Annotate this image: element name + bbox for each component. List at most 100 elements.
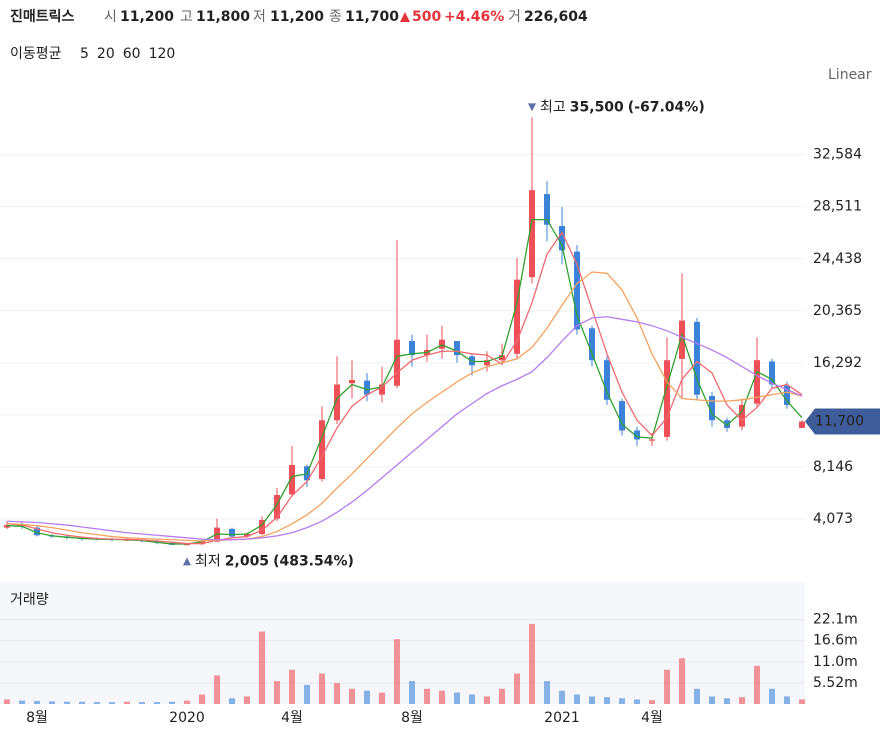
close-label: 종 <box>329 9 342 25</box>
open-value: 11,200 <box>120 9 174 25</box>
candle-body <box>319 420 325 480</box>
ma-line <box>6 231 803 545</box>
volume-bar <box>514 673 520 704</box>
annotation-value: 35,500 <box>570 99 624 115</box>
volume-panel <box>0 582 805 704</box>
volume-bar <box>109 702 115 704</box>
volume-label: 거 <box>508 9 521 25</box>
candle-body <box>334 384 340 421</box>
volume-bar <box>94 702 100 704</box>
volume-bar <box>589 696 595 704</box>
candle-body <box>364 380 370 395</box>
candle-body <box>394 339 400 386</box>
candle-body <box>409 341 415 356</box>
volume-bar <box>139 702 145 704</box>
volume-bar <box>499 688 505 704</box>
ma-line <box>6 316 803 541</box>
candle-body <box>709 395 715 421</box>
candle-body <box>649 439 655 441</box>
candle-body <box>514 279 520 354</box>
volume-bar <box>244 696 250 704</box>
legend-title: 이동평균 <box>10 46 62 62</box>
change: 500 <box>412 9 441 25</box>
high-label: 고 <box>180 9 193 25</box>
volume-bar <box>604 697 610 704</box>
candle-body <box>559 226 565 251</box>
scale-label[interactable]: Linear <box>828 67 872 83</box>
last-price-box <box>805 408 880 435</box>
legend-entry: 120 <box>149 46 176 62</box>
volume-tick-label: 16.6m <box>813 633 858 649</box>
candle-body <box>499 355 505 361</box>
volume-bar <box>79 701 85 704</box>
volume-bar <box>64 701 70 704</box>
annotation-icon <box>183 557 191 566</box>
low-label: 저 <box>253 9 266 25</box>
volume-bar <box>439 690 445 704</box>
candle-body <box>229 528 235 537</box>
volume-bar <box>469 694 475 704</box>
candle-body <box>184 544 190 546</box>
candle-body <box>724 420 730 428</box>
candle-body <box>349 380 355 384</box>
annotation-change: (-67.04%) <box>628 99 705 115</box>
annotation-label: 최저 <box>195 553 221 569</box>
x-tick-label: 8월 <box>401 710 423 726</box>
volume-bar <box>619 698 625 704</box>
volume-bar <box>304 684 310 704</box>
y-tick-label: 24,438 <box>813 251 862 267</box>
annotation-label: 최고 <box>540 99 566 115</box>
y-tick-label: 4,073 <box>813 511 853 527</box>
volume-bar <box>4 699 10 704</box>
y-tick-label: 20,365 <box>813 303 862 319</box>
legend-entry: 5 <box>80 46 89 62</box>
candle-body <box>589 328 595 361</box>
ma-line <box>6 218 803 545</box>
volume-bar <box>34 700 40 704</box>
volume-bar <box>409 681 415 704</box>
last-price-label: 11,700 <box>815 414 864 430</box>
legend-entry: 20 <box>97 46 115 62</box>
volume-bar <box>769 688 775 704</box>
volume-bar <box>214 675 220 704</box>
candle-body <box>379 384 385 395</box>
candle-body <box>289 464 295 495</box>
volume-bar <box>289 669 295 704</box>
volume-bar <box>694 688 700 704</box>
candle-body <box>769 361 775 385</box>
volume-bar <box>334 683 340 704</box>
volume-tick-label: 11.0m <box>813 654 858 670</box>
candle-body <box>34 527 40 536</box>
volume-bar <box>199 694 205 704</box>
volume-tick-label: 5.52m <box>813 675 858 691</box>
x-tick-label: 4월 <box>641 710 663 726</box>
volume-bar <box>724 698 730 704</box>
candle-body <box>679 320 685 359</box>
volume-bar <box>559 690 565 704</box>
volume-bar <box>364 690 370 704</box>
volume-bar <box>574 694 580 704</box>
x-tick-label: 2020 <box>169 710 205 726</box>
volume-bar <box>394 639 400 704</box>
volume-tick-label: 22.1m <box>813 612 858 628</box>
volume-value: 226,604 <box>524 9 588 25</box>
volume-bar <box>664 669 670 704</box>
ma-line <box>6 271 803 542</box>
volume-bar <box>739 697 745 704</box>
volume-bar <box>784 696 790 704</box>
volume-bar <box>124 701 130 704</box>
close-value: 11,700 <box>345 9 399 25</box>
candle-body <box>244 533 250 537</box>
candle-body <box>574 251 580 330</box>
x-tick-label: 4월 <box>281 710 303 726</box>
candle-body <box>664 360 670 437</box>
open-label: 시 <box>104 9 117 25</box>
volume-bar <box>49 701 55 704</box>
up-icon <box>400 12 410 22</box>
candle-body <box>259 519 265 534</box>
volume-bar <box>454 692 460 704</box>
volume-bar <box>379 692 385 704</box>
volume-bar <box>319 673 325 704</box>
annotation-change: (483.54%) <box>273 553 354 569</box>
